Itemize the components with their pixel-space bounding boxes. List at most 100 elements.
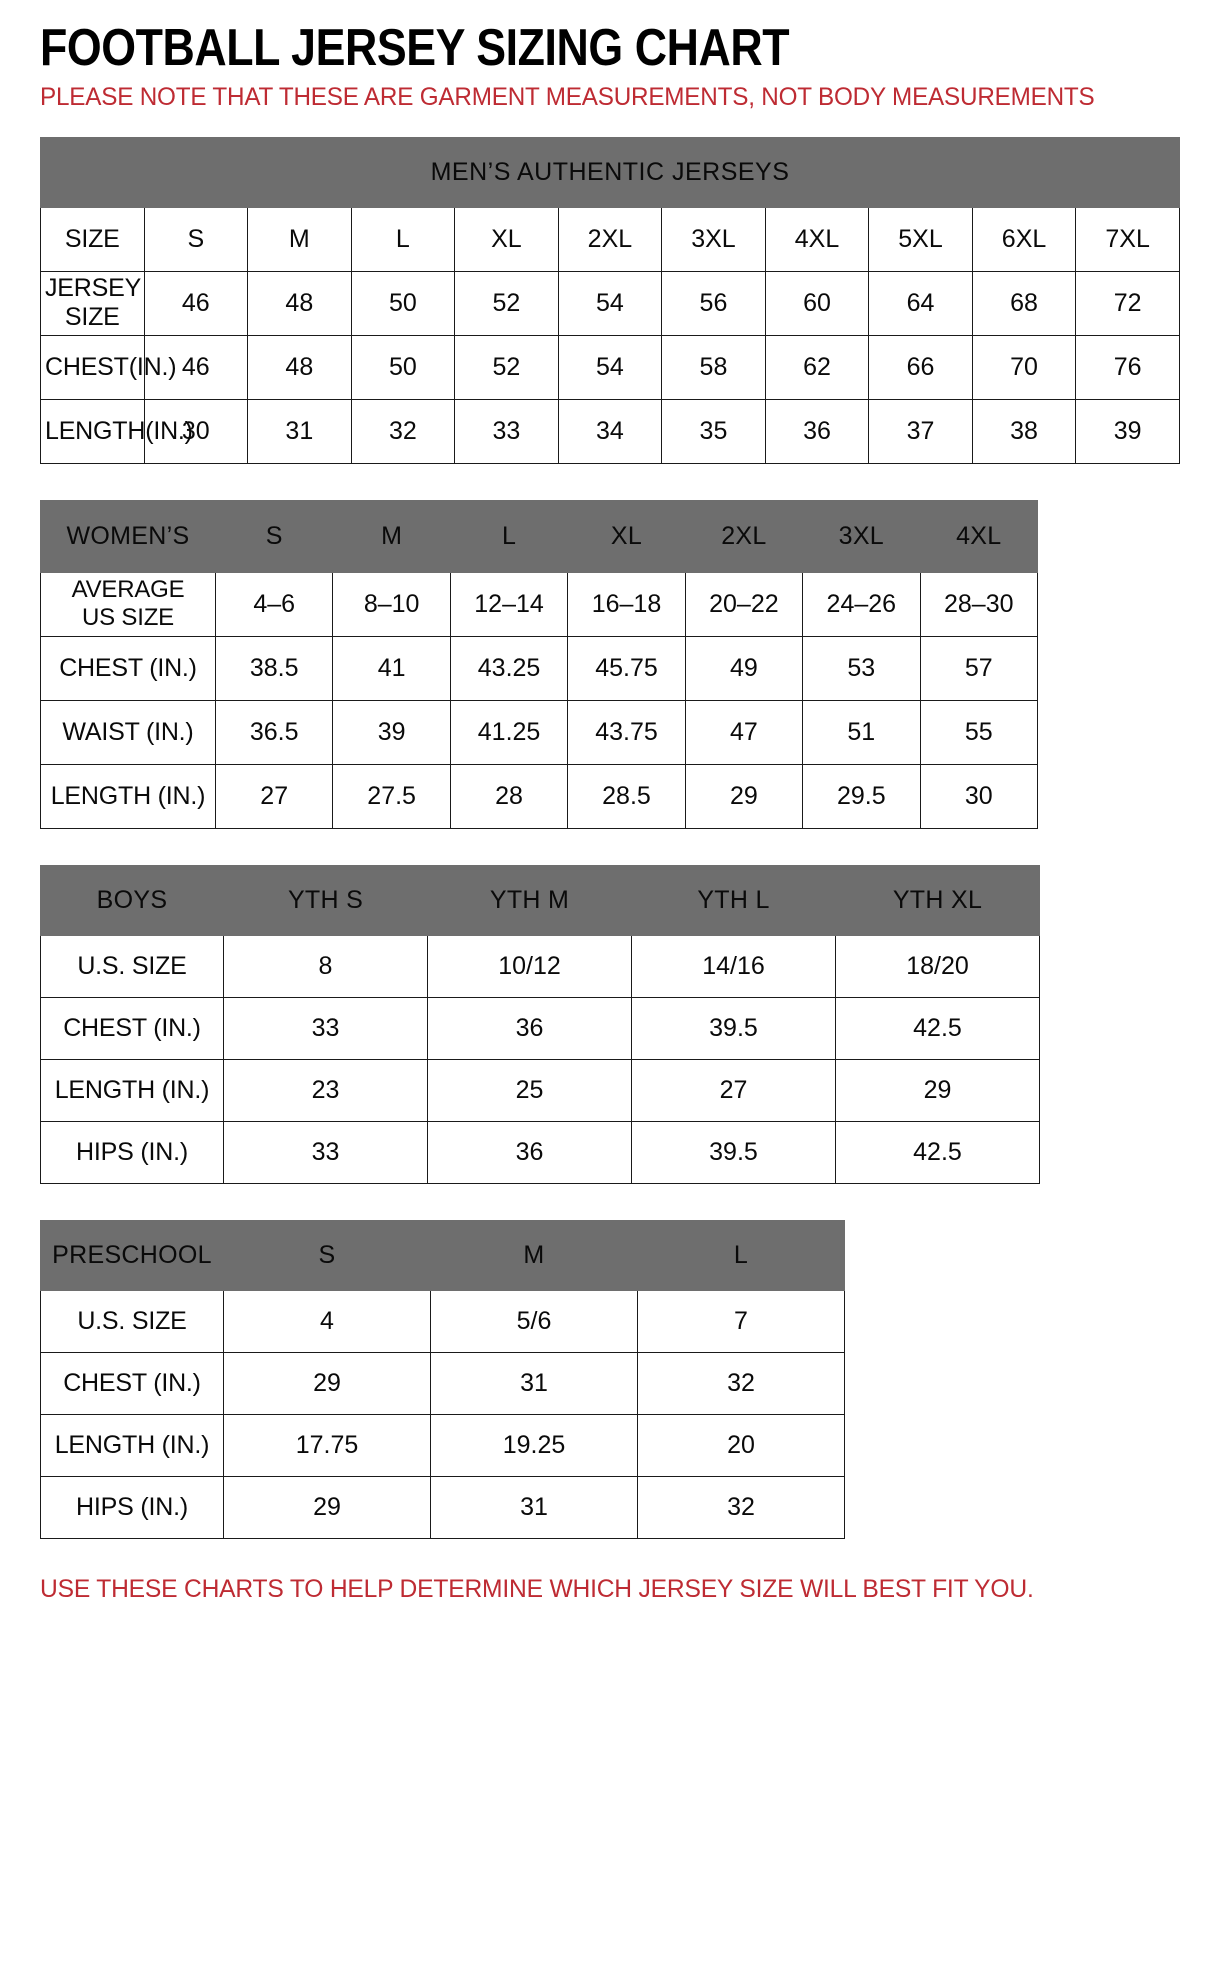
table-cell: 52 xyxy=(454,270,559,336)
table-cell: 33 xyxy=(454,398,559,464)
table-cell: 34 xyxy=(557,398,663,464)
table-cell: 58 xyxy=(661,334,766,400)
mens-banner-row: MEN’S AUTHENTIC JERSEYS xyxy=(40,136,1180,208)
table-cell: 68 xyxy=(971,270,1077,336)
table-cell: 64 xyxy=(868,270,973,336)
mens-col-xl: XL xyxy=(454,206,559,272)
womens-col-4xl: 4XL xyxy=(919,499,1039,573)
table-cell: 35 xyxy=(661,398,766,464)
table-cell: 39.5 xyxy=(631,1120,836,1184)
table-cell: 10/12 xyxy=(427,934,632,998)
garment-measurement-note: PLEASE NOTE THAT THESE ARE GARMENT MEASU… xyxy=(40,83,1095,111)
table-cell: 66 xyxy=(868,334,973,400)
womens-column-header-row: WOMEN’S S M L XL 2XL 3XL 4XL xyxy=(40,499,1039,573)
mens-col-7xl: 7XL xyxy=(1075,206,1180,272)
table-cell: 31 xyxy=(430,1351,638,1415)
table-cell: 31 xyxy=(247,398,352,464)
table-cell: 42.5 xyxy=(835,996,1040,1060)
boys-col-yth-s: YTH S xyxy=(223,864,428,936)
womens-row-chest-label: CHEST (IN.) xyxy=(40,635,216,701)
table-cell: 32 xyxy=(637,1351,845,1415)
table-cell: 33 xyxy=(223,1120,428,1184)
table-cell: 50 xyxy=(350,334,456,400)
table-cell: 5/6 xyxy=(430,1289,638,1353)
preschool-row-chest-label: CHEST (IN.) xyxy=(40,1351,224,1415)
table-cell: 62 xyxy=(764,334,870,400)
table-cell: 29 xyxy=(835,1058,1040,1122)
boys-row-chest-label: CHEST (IN.) xyxy=(40,996,224,1060)
mens-col-s: S xyxy=(143,206,249,272)
table-cell: 27 xyxy=(631,1058,836,1122)
mens-col-size-label: SIZE xyxy=(40,206,145,272)
mens-col-l: L xyxy=(350,206,456,272)
womens-col-l: L xyxy=(449,499,569,573)
table-cell: 30 xyxy=(919,763,1039,829)
table-cell: 14/16 xyxy=(631,934,836,998)
table-cell: 52 xyxy=(454,334,559,400)
boys-col-yth-l: YTH L xyxy=(631,864,836,936)
boys-row-length-label: LENGTH (IN.) xyxy=(40,1058,224,1122)
table-cell: 60 xyxy=(764,270,870,336)
table-cell: 4–6 xyxy=(214,571,334,637)
sizing-chart-page: FOOTBALL JERSEY SIZING CHART PLEASE NOTE… xyxy=(40,22,1180,1603)
womens-row-length-label: LENGTH (IN.) xyxy=(40,763,216,829)
table-cell: 23 xyxy=(223,1058,428,1122)
table-row: CHEST(IN.) 46 48 50 52 54 58 62 66 70 76 xyxy=(40,334,1180,400)
table-row: HIPS (IN.) 33 36 39.5 42.5 xyxy=(40,1120,1040,1184)
table-cell: 54 xyxy=(557,334,663,400)
table-row: LENGTH(IN.) 30 31 32 33 34 35 36 37 38 3… xyxy=(40,398,1180,464)
table-cell: 37 xyxy=(868,398,973,464)
womens-col-3xl: 3XL xyxy=(802,499,921,573)
boys-column-header-row: BOYS YTH S YTH M YTH L YTH XL xyxy=(40,864,1040,936)
mens-column-header-row: SIZE S M L XL 2XL 3XL 4XL 5XL 6XL 7XL xyxy=(40,206,1180,272)
womens-col-m: M xyxy=(332,499,451,573)
mens-col-2xl: 2XL xyxy=(557,206,663,272)
table-cell: 56 xyxy=(661,270,766,336)
table-cell: 55 xyxy=(919,699,1039,765)
table-cell: 41 xyxy=(332,635,451,701)
womens-col-xl: XL xyxy=(567,499,686,573)
preschool-table-body: PRESCHOOL S M L U.S. SIZE 4 5/6 7 CHEST … xyxy=(40,1219,845,1539)
table-row: CHEST (IN.) 29 31 32 xyxy=(40,1351,845,1415)
table-row: WAIST (IN.) 36.5 39 41.25 43.75 47 51 55 xyxy=(40,699,1039,765)
table-cell: 18/20 xyxy=(835,934,1040,998)
table-cell: 29 xyxy=(684,763,804,829)
table-cell: 36 xyxy=(427,1120,632,1184)
table-cell: 53 xyxy=(802,635,921,701)
table-cell: 29.5 xyxy=(802,763,921,829)
preschool-row-hips-label: HIPS (IN.) xyxy=(40,1475,224,1539)
table-cell: 38.5 xyxy=(214,635,334,701)
mens-row-length-label: LENGTH(IN.) xyxy=(40,398,193,464)
womens-col-s: S xyxy=(214,499,334,573)
table-cell: 47 xyxy=(684,699,804,765)
boys-sizing-table: BOYS YTH S YTH M YTH L YTH XL U.S. SIZE … xyxy=(40,864,1040,1184)
table-cell: 4 xyxy=(223,1289,431,1353)
table-cell: 32 xyxy=(637,1475,845,1539)
preschool-row-length-label: LENGTH (IN.) xyxy=(40,1413,224,1477)
preschool-col-s: S xyxy=(223,1219,431,1291)
table-cell: 72 xyxy=(1075,270,1180,336)
table-cell: 76 xyxy=(1075,334,1180,400)
table-cell: 46 xyxy=(143,334,249,400)
table-cell: 28–30 xyxy=(919,571,1039,637)
table-cell: 12–14 xyxy=(449,571,569,637)
womens-row-average-us-size-label: AVERAGE US SIZE xyxy=(40,571,216,637)
mens-col-5xl: 5XL xyxy=(868,206,973,272)
womens-table-body: WOMEN’S S M L XL 2XL 3XL 4XL AVERAGE US … xyxy=(40,499,1039,829)
table-cell: 30 xyxy=(143,398,249,464)
table-row: LENGTH (IN.) 17.75 19.25 20 xyxy=(40,1413,845,1477)
table-cell: 20 xyxy=(637,1413,845,1477)
table-row: U.S. SIZE 4 5/6 7 xyxy=(40,1289,845,1353)
table-cell: 19.25 xyxy=(430,1413,638,1477)
table-cell: 28 xyxy=(449,763,569,829)
table-cell: 33 xyxy=(223,996,428,1060)
mens-col-3xl: 3XL xyxy=(661,206,766,272)
table-cell: 39 xyxy=(1075,398,1180,464)
table-cell: 36 xyxy=(427,996,632,1060)
womens-header-label: WOMEN’S xyxy=(40,499,216,573)
table-cell: 17.75 xyxy=(223,1413,431,1477)
table-cell: 36.5 xyxy=(214,699,334,765)
table-cell: 31 xyxy=(430,1475,638,1539)
preschool-header-label: PRESCHOOL xyxy=(40,1219,224,1291)
mens-sizing-table: MEN’S AUTHENTIC JERSEYS SIZE S M L XL 2X… xyxy=(40,136,1180,464)
